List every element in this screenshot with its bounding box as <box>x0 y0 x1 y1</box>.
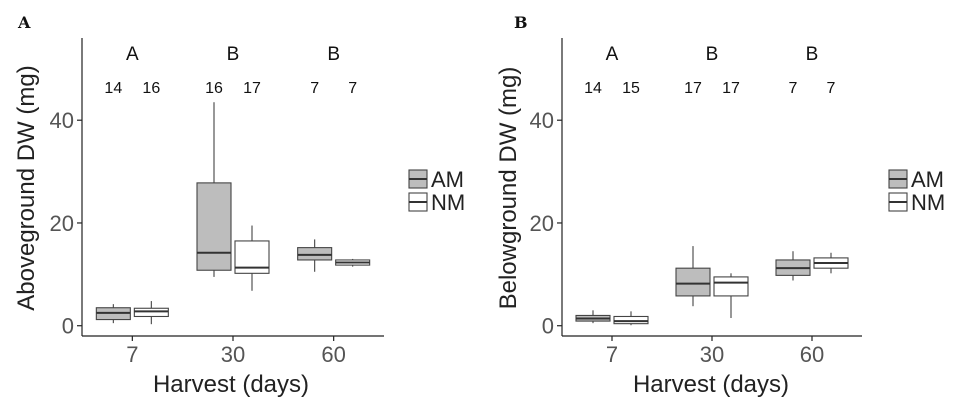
panel-b-group-letter: B <box>706 44 719 65</box>
panel-b-sample-count: 14 <box>584 80 602 97</box>
panel-b-box-nm-7 <box>613 311 649 326</box>
box-body <box>133 307 169 318</box>
panel-a: A Harvest (days) Aboveground DW (mg) 0 20… <box>13 13 384 398</box>
panel-b-label: B <box>514 13 528 32</box>
panel-a-y-tick-label: 0 <box>62 314 74 339</box>
panel-a-x-tick-label: 60 <box>321 342 345 367</box>
panel-a-box-am-30 <box>196 102 232 277</box>
panel-b-box-am-7 <box>575 310 611 324</box>
legend-a-label-am: AM <box>431 167 464 192</box>
panel-a-group-letter: B <box>327 44 340 65</box>
panel-b-x-tick-label: 7 <box>606 342 618 367</box>
box-body <box>613 315 649 325</box>
panel-a-sample-count: 16 <box>205 80 223 97</box>
panel-a-box-nm-60 <box>335 258 371 267</box>
panel-b-sample-count: 17 <box>684 80 702 97</box>
panel-a-y-axis-title: Aboveground DW (mg) <box>13 65 40 310</box>
panel-b-sample-count: 7 <box>827 80 836 97</box>
panel-a-label: A <box>17 13 31 32</box>
panel-a-y-tick-label: 20 <box>50 211 74 236</box>
panel-b-box-nm-60 <box>813 252 849 274</box>
panel-b-plot-area: 0 20 40 7 30 60 A B B 14 15 17 17 7 7 <box>530 38 862 367</box>
panel-b-x-tick-label: 60 <box>800 342 824 367</box>
panel-b-y-tick-label: 20 <box>530 211 554 236</box>
box-body <box>196 182 232 271</box>
panel-a-x-tick-label: 7 <box>126 342 138 367</box>
panel-a-x-axis-title: Harvest (days) <box>153 371 309 398</box>
panel-b-box-nm-30 <box>713 273 749 319</box>
panel-b-y-tick-label: 0 <box>542 314 554 339</box>
panel-b-sample-count: 17 <box>722 80 740 97</box>
panel-a-group-letter: B <box>227 44 240 65</box>
panel-a-sample-count: 16 <box>142 80 160 97</box>
panel-a-sample-count: 14 <box>104 80 122 97</box>
panel-a-y-tick-label: 40 <box>50 108 74 133</box>
panel-b-box-am-60 <box>775 251 811 281</box>
legend-a-label-nm: NM <box>431 190 465 215</box>
panel-b-group-letter: A <box>606 44 619 65</box>
panel-b-box-am-30 <box>675 246 711 307</box>
panel-b-y-axis-title: Belowground DW (mg) <box>495 67 522 310</box>
panel-a-box-am-7 <box>95 304 131 324</box>
panel-b-y-tick-label: 40 <box>530 108 554 133</box>
box-body <box>713 276 749 297</box>
panel-b-x-tick-label: 30 <box>700 342 724 367</box>
box-body <box>297 247 333 261</box>
legend-b-label-nm: NM <box>911 190 945 215</box>
panel-b-sample-count: 15 <box>622 80 640 97</box>
legend-b: AM NM <box>888 167 945 215</box>
panel-a-plot-area: 0 20 40 7 30 60 A B B 14 16 16 17 7 7 <box>50 38 384 367</box>
panel-a-sample-count: 17 <box>243 80 261 97</box>
panel-b-sample-count: 7 <box>789 80 798 97</box>
panel-a-sample-count: 7 <box>348 80 357 97</box>
panel-a-box-nm-7 <box>133 301 169 325</box>
panel-b-x-axis-title: Harvest (days) <box>633 371 789 398</box>
panel-b: B Harvest (days) Belowground DW (mg) 0 20… <box>495 13 862 398</box>
panel-a-group-letter: A <box>126 44 139 65</box>
panel-a-sample-count: 7 <box>310 80 319 97</box>
legend-b-label-am: AM <box>911 167 944 192</box>
panel-a-box-nm-30 <box>234 225 270 291</box>
panel-a-box-am-60 <box>297 239 333 272</box>
panel-a-x-tick-label: 30 <box>221 342 245 367</box>
legend-a: AM NM <box>408 167 465 215</box>
panel-b-group-letter: B <box>806 44 819 65</box>
box-body <box>675 267 711 297</box>
